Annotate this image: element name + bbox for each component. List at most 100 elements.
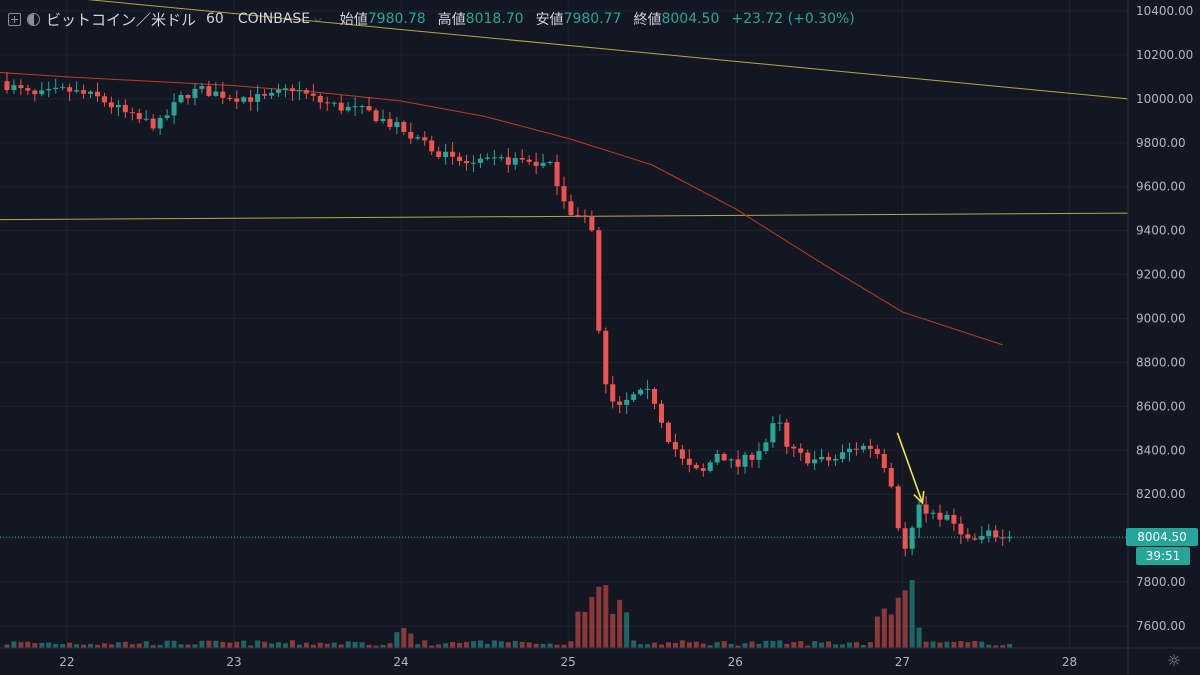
volume-bar — [25, 641, 31, 648]
chevron-down-icon[interactable]: ⌵ — [314, 13, 322, 25]
volume-bar — [979, 641, 985, 648]
volume-bar — [477, 640, 483, 648]
close-value: 8004.50 — [661, 11, 720, 27]
volume-bar — [296, 644, 302, 648]
candle-body — [429, 140, 435, 152]
candle-body — [965, 534, 971, 539]
volume-bar — [143, 641, 149, 648]
volume-bar — [791, 642, 797, 648]
candle-body — [136, 112, 142, 120]
candle-body — [164, 115, 170, 119]
candle-body — [282, 88, 288, 90]
candle-body — [603, 330, 609, 385]
candle-body — [638, 389, 644, 395]
candle-body — [345, 106, 351, 111]
last-price-tag: 8004.50 — [1126, 528, 1198, 547]
exchange-label[interactable]: COINBASE — [237, 11, 311, 27]
volume-bar — [422, 640, 428, 648]
volume-bar — [276, 642, 282, 648]
candle-body — [721, 453, 727, 461]
candle-body — [972, 538, 978, 540]
volume-bar — [470, 641, 476, 648]
volume-bar — [958, 641, 964, 648]
gear-icon[interactable]: ☼ — [1166, 651, 1182, 670]
candle-body — [693, 464, 699, 469]
y-tick-label: 9000.00 — [1136, 312, 1186, 326]
volume-bar — [338, 644, 344, 648]
volume-bar — [457, 642, 463, 648]
candle-body — [470, 162, 476, 164]
x-tick-label: 24 — [393, 655, 408, 669]
volume-bar — [874, 616, 880, 648]
chart-header: ビットコイン／米ドル 60 COINBASE ⌵ 始値 7980.78 高値 8… — [8, 8, 855, 30]
candle-body — [46, 88, 52, 91]
candle-body — [895, 486, 901, 529]
candle-body — [331, 102, 337, 104]
volume-bar — [798, 641, 804, 648]
volume-bar — [763, 640, 769, 648]
candle-body — [74, 90, 80, 92]
candle-body — [944, 514, 950, 520]
y-tick-label: 9800.00 — [1136, 136, 1186, 150]
volume-bar — [672, 642, 678, 648]
candle-body — [450, 151, 456, 157]
volume-bar — [115, 642, 121, 648]
candle-body — [53, 87, 59, 89]
candle-body — [25, 88, 31, 91]
candle-body — [408, 131, 414, 139]
candle-body — [108, 102, 114, 108]
candle-body — [846, 448, 852, 453]
plus-icon[interactable] — [8, 12, 21, 26]
volume-bar — [819, 642, 825, 648]
volume-bar — [505, 642, 511, 648]
candle-body — [749, 454, 755, 460]
candle-body — [958, 523, 964, 535]
volume-bar — [255, 640, 261, 648]
candle-body — [986, 530, 992, 536]
volume-bar — [206, 640, 212, 648]
candle-body — [185, 95, 191, 99]
volume-bar — [150, 645, 156, 648]
volume-bar — [18, 642, 24, 648]
compare-icon[interactable] — [27, 12, 40, 26]
volume-bar — [624, 612, 630, 648]
volume-bar — [986, 644, 992, 648]
grid-lines — [0, 0, 1128, 648]
volume-bar — [443, 643, 449, 648]
candle-body — [206, 86, 212, 96]
candle-body — [617, 401, 623, 405]
y-tick-label: 10400.00 — [1136, 4, 1193, 18]
interval-label[interactable]: 60 — [206, 11, 224, 27]
candle-body — [241, 97, 247, 102]
volume-bar — [533, 643, 539, 648]
candle-body — [248, 97, 254, 102]
y-tick-label: 9200.00 — [1136, 268, 1186, 282]
candle-body — [4, 81, 10, 90]
candle-body — [784, 422, 790, 447]
volume-bar — [853, 642, 859, 648]
volume-bar — [345, 641, 351, 648]
candle-body — [234, 98, 240, 102]
candle-body — [672, 442, 678, 450]
volume-bar — [930, 641, 936, 648]
volume-bar — [846, 642, 852, 648]
candle-body — [951, 514, 957, 524]
candle-body — [554, 161, 560, 187]
volume-bar — [742, 643, 748, 648]
symbol-name[interactable]: ビットコイン／米ドル — [46, 10, 197, 29]
trend-line — [0, 212, 1129, 221]
candle-body — [464, 161, 470, 164]
volume-bar — [993, 645, 999, 648]
candle-body — [860, 445, 866, 450]
y-tick-label: 9400.00 — [1136, 224, 1186, 238]
x-tick-label: 25 — [561, 655, 576, 669]
volume-bar — [575, 611, 581, 648]
volume-bar — [951, 641, 957, 648]
volume-bar — [498, 641, 504, 648]
candle-body — [589, 216, 595, 231]
candle-body — [178, 95, 184, 103]
candle-body — [457, 156, 463, 162]
volume-bar — [784, 643, 790, 648]
